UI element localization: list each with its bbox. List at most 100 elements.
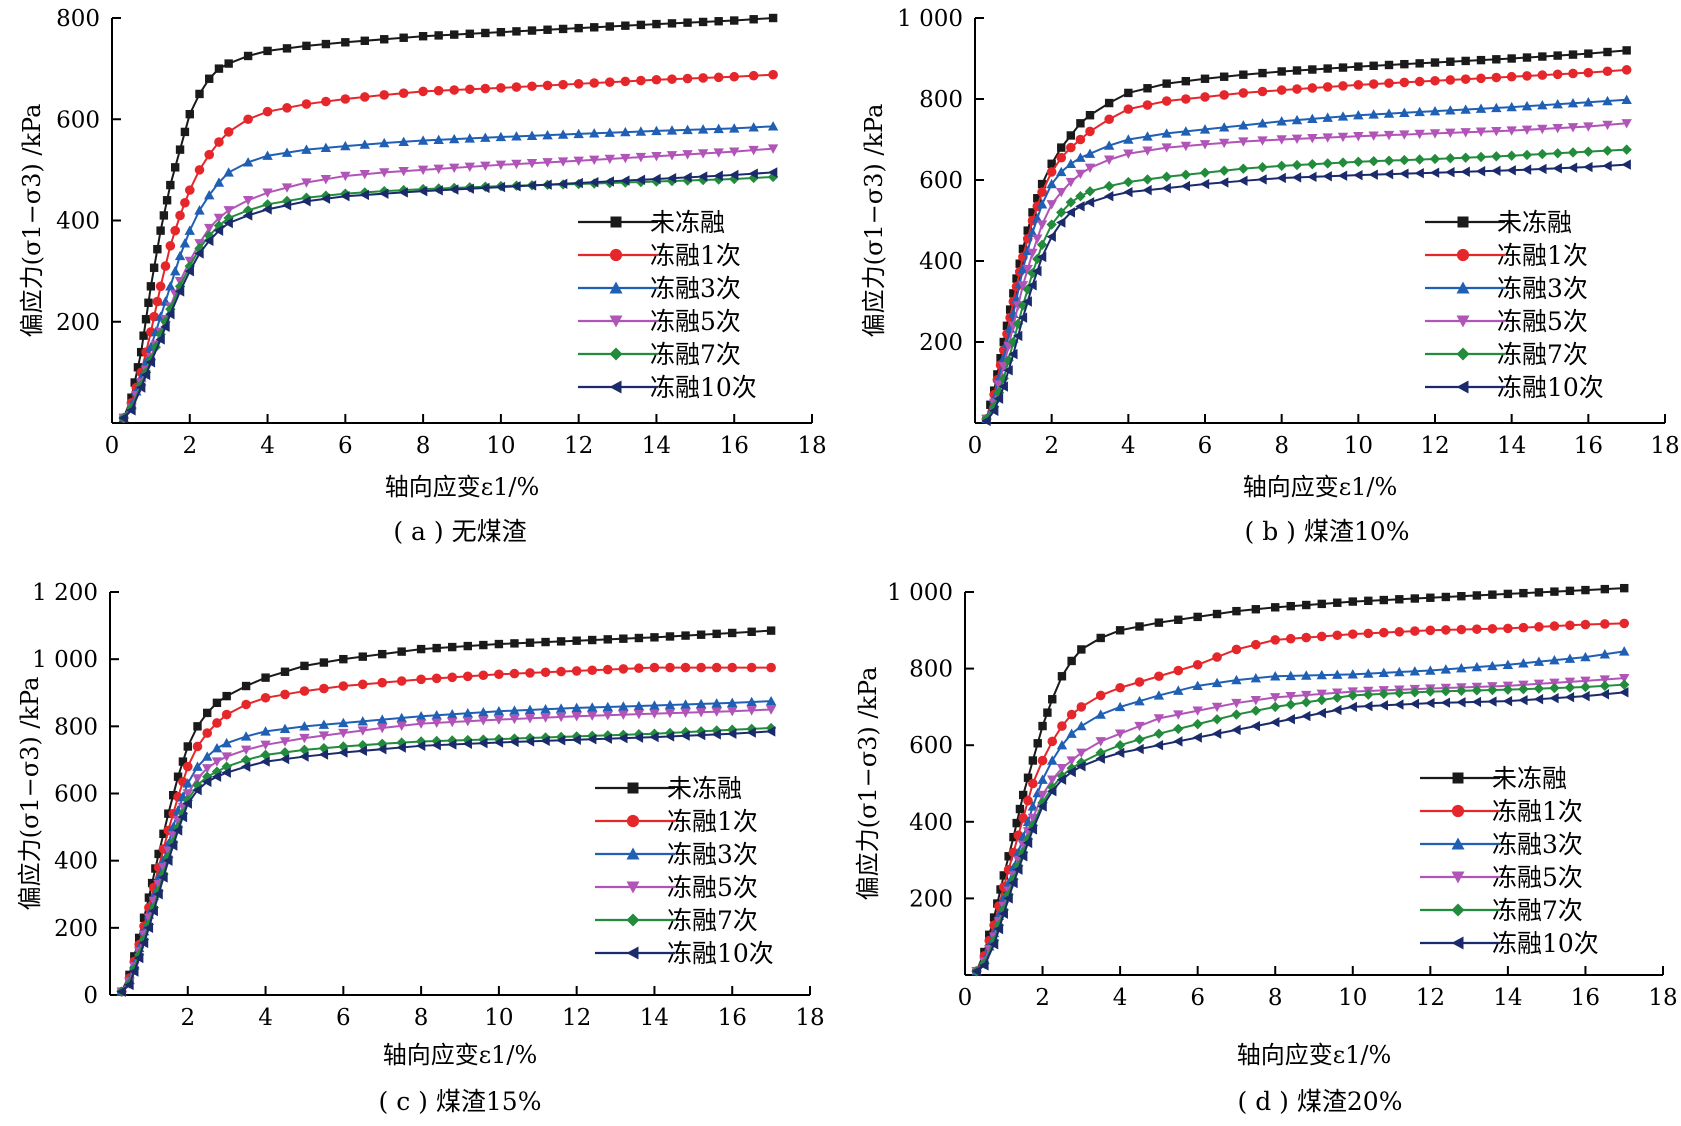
x-tick-label: 0: [968, 433, 983, 459]
data-point: [396, 712, 407, 723]
x-tick-label: 14: [1493, 985, 1522, 1011]
data-point: [130, 378, 139, 387]
data-point: [493, 706, 505, 716]
data-point: [1017, 847, 1029, 858]
data-point: [194, 165, 205, 175]
panel-caption: ( d ) 煤渣20%: [1238, 1087, 1403, 1116]
data-point: [650, 633, 659, 642]
data-point: [1200, 92, 1210, 102]
data-point: [162, 196, 172, 205]
data-point: [1368, 79, 1379, 89]
data-point: [993, 923, 1004, 935]
data-point: [1038, 721, 1047, 731]
data-point: [1599, 689, 1610, 700]
data-point: [202, 764, 213, 774]
data-point: [280, 689, 290, 700]
data-point: [165, 308, 175, 320]
data-point: [667, 74, 677, 84]
y-tick-label: 800: [54, 714, 98, 740]
data-point: [589, 128, 600, 138]
data-point: [604, 127, 615, 137]
data-point: [184, 265, 194, 277]
data-point: [1032, 213, 1043, 223]
data-point: [1538, 52, 1547, 61]
data-point: [184, 185, 195, 195]
data-point: [1211, 677, 1223, 688]
data-point: [711, 662, 722, 673]
data-point: [1307, 83, 1318, 93]
data-point: [165, 241, 176, 251]
data-point: [727, 728, 737, 739]
data-point: [1022, 296, 1032, 307]
data-point: [359, 189, 369, 201]
data-point: [1353, 156, 1364, 167]
data-point: [1581, 585, 1590, 595]
data-point: [433, 85, 444, 96]
data-point: [748, 122, 759, 132]
data-point: [1211, 714, 1223, 725]
data-point: [1066, 709, 1077, 720]
x-tick-label: 10: [1338, 985, 1367, 1011]
data-point: [749, 15, 758, 24]
data-point: [981, 415, 991, 427]
data-point: [1316, 689, 1327, 700]
data-point: [727, 707, 738, 717]
data-point: [767, 167, 778, 178]
data-point: [635, 152, 647, 163]
chart-panel-b: 0 2 4 6 8 10 12 14 16 18 200 400 600 800 1 000 轴向应变ε1/%…: [860, 6, 1680, 546]
data-point: [1199, 140, 1211, 150]
data-point: [1445, 75, 1456, 85]
data-point: [193, 722, 202, 731]
data-point: [511, 131, 522, 141]
data-point: [431, 739, 441, 751]
data-point: [620, 153, 631, 164]
data-point: [464, 162, 475, 173]
data-point: [1056, 166, 1067, 177]
y-tick-label: 200: [909, 886, 953, 912]
data-point: [1056, 152, 1067, 163]
data-point: [1456, 663, 1467, 673]
data-point: [417, 185, 428, 197]
data-point: [665, 632, 675, 641]
data-point: [1056, 763, 1068, 774]
data-point: [160, 261, 171, 271]
data-point: [1048, 695, 1057, 704]
data-point: [203, 708, 212, 718]
data-point: [1445, 153, 1456, 164]
data-point: [480, 161, 491, 172]
data-point: [152, 296, 163, 307]
chart-panel-c: 2 4 6 8 10 12 14 16 18 0 200 400 600 800 1 000 1 200 轴向应…: [16, 580, 825, 1116]
data-point: [556, 637, 566, 646]
data-point: [213, 225, 224, 236]
data-point: [1518, 622, 1529, 633]
data-point: [1429, 153, 1441, 165]
data-point: [155, 329, 166, 340]
data-point: [697, 149, 709, 159]
data-point: [1180, 126, 1192, 136]
data-point: [1123, 186, 1133, 198]
data-point: [1364, 596, 1373, 606]
data-point: [1564, 682, 1576, 693]
data-point: [1347, 690, 1358, 701]
data-point: [1363, 689, 1374, 700]
data-point: [1096, 633, 1105, 643]
data-point: [146, 282, 156, 291]
y-tick-label: 200: [54, 916, 98, 942]
data-point: [1095, 747, 1106, 759]
data-point: [1580, 619, 1591, 630]
data-point: [398, 88, 409, 98]
data-point: [1488, 590, 1497, 599]
data-point: [377, 714, 388, 724]
data-point: [1549, 692, 1559, 704]
data-point: [590, 23, 599, 32]
data-point: [1475, 151, 1487, 163]
data-point: [116, 986, 126, 997]
x-tick-label: 10: [1344, 433, 1373, 459]
data-point: [396, 676, 407, 686]
data-point: [1583, 97, 1594, 107]
data-point: [1023, 773, 1033, 782]
data-point: [1056, 774, 1067, 785]
data-point: [212, 698, 222, 708]
data-point: [150, 341, 161, 353]
x-axis-title: 轴向应变ε1/%: [1237, 1041, 1392, 1069]
